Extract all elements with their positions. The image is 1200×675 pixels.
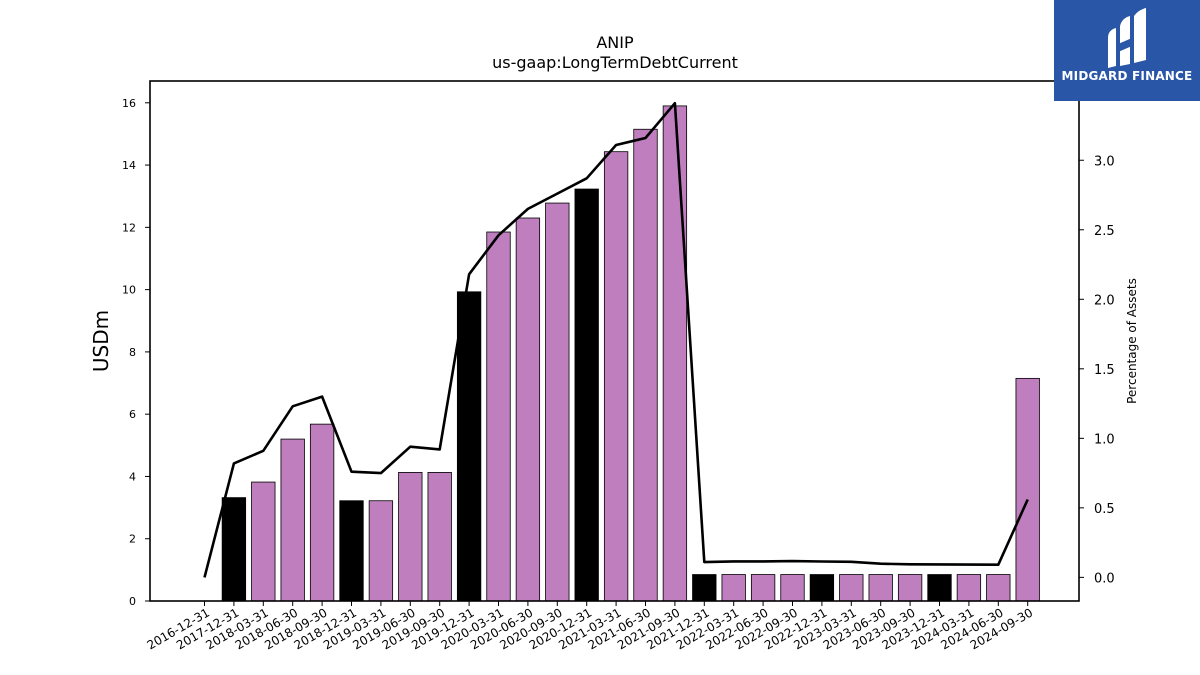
bar-2020-03-31 [486,231,511,602]
y-tick-label: 16 [122,97,136,110]
y-tick-label: 8 [129,346,136,359]
chart-title: ANIP [596,33,634,52]
bar-2024-03-31 [956,574,982,602]
bar-2023-03-31 [839,574,864,602]
y-tick-label: 6 [129,408,136,421]
y2-tick-label: 0.0 [1094,571,1115,586]
bar-2019-03-31 [368,500,394,602]
plot-frame [149,80,1080,602]
bar-2022-06-30 [750,574,776,602]
bar-2023-09-30 [897,574,923,602]
bar-2023-06-30 [868,574,893,602]
y2-tick-label: 1.0 [1094,432,1115,447]
y-tick-label: 12 [122,221,136,234]
y2-tick-label: 2.0 [1094,293,1115,308]
bar-2022-12-31 [809,574,835,602]
bar-2021-03-31 [603,151,629,602]
y2-tick-label: 3.0 [1094,154,1115,169]
midgard-finance-logo: MIDGARD FINANCE [1054,0,1200,101]
bar-2018-03-31 [251,481,276,602]
bar-2018-12-31 [339,500,364,602]
bar-2017-12-31 [221,497,247,602]
y-axis-label: USDm [89,310,113,372]
logo-text: MIDGARD FINANCE [1061,69,1193,83]
bar-2023-12-31 [927,574,952,602]
bar-2019-09-30 [427,472,452,602]
y2-tick-label: 2.5 [1094,224,1115,239]
y2-tick-label: 0.5 [1094,502,1115,517]
bar-2021-06-30 [633,128,658,602]
bar-2021-12-31 [692,574,717,602]
chart-subtitle: us-gaap:LongTermDebtCurrent [492,53,738,72]
bar-2022-03-31 [721,574,746,602]
bar-2022-09-30 [780,574,805,602]
y-tick-label: 14 [122,159,136,172]
bar-2020-12-31 [574,188,599,602]
logo-mark-icon [1108,8,1146,68]
bar-2018-06-30 [280,438,305,602]
bar-2020-09-30 [545,202,570,602]
y2-tick-label: 1.5 [1094,363,1115,378]
bar-2024-06-30 [986,574,1011,602]
bar-2019-12-31 [456,291,482,602]
y-tick-label: 0 [129,595,136,608]
bar-2024-09-30 [1015,377,1040,602]
y2-axis-label: Percentage of Assets [1125,278,1139,404]
y-tick-label: 2 [129,533,136,546]
bar-2020-06-30 [515,217,541,602]
bar-2019-06-30 [398,472,423,602]
y-tick-label: 10 [122,284,136,297]
bar-2018-09-30 [309,423,335,602]
bar-2021-09-30 [662,105,688,602]
y-tick-label: 4 [129,470,136,483]
